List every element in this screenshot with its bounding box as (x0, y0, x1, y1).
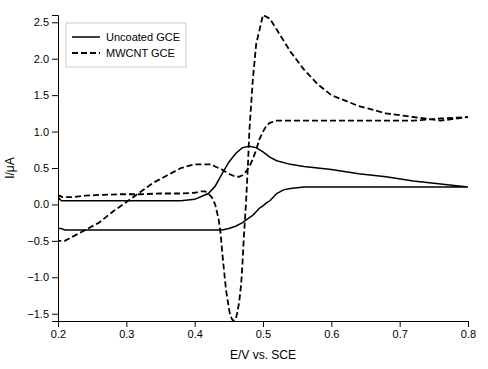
tick: 1.5 (34, 89, 58, 101)
series-line (58, 146, 468, 230)
tick-mark (52, 204, 58, 205)
legend-box (66, 23, 186, 67)
tick: 2.5 (34, 16, 58, 28)
tick-label: 0.0 (34, 198, 49, 210)
tick-mark (52, 22, 58, 23)
y-axis-title: I/μA (3, 157, 17, 179)
legend-swatch (72, 36, 100, 38)
tick-mark (52, 314, 58, 315)
x-axis: 0.2 0.3 0.4 0.5 0.6 0.7 0.8 (51, 321, 476, 340)
chart: 0.2 0.3 0.4 0.5 0.6 0.7 0.8 −1.5 −1.0 −0.5 0.0 0.5 1… (0, 0, 488, 369)
tick-label: 0.5 (34, 162, 49, 174)
tick-label: 0.8 (461, 328, 476, 340)
tick-label: −1.0 (27, 271, 49, 283)
tick: 0.0 (34, 198, 58, 210)
tick: 2.0 (34, 53, 58, 65)
tick: 0.3 (119, 321, 134, 340)
tick: 0.5 (34, 162, 58, 174)
tick: 0.6 (324, 321, 339, 340)
tick: 0.5 (256, 321, 271, 340)
tick-mark (52, 241, 58, 242)
y-axis: −1.5 −1.0 −0.5 0.0 0.5 1.0 1.5 2.0 2.5 (27, 16, 58, 322)
tick-mark (52, 95, 58, 96)
series-line (58, 15, 468, 321)
legend: Uncoated GCE MWCNT GCE (66, 23, 186, 67)
tick-mark (331, 321, 332, 327)
legend-label: Uncoated GCE (106, 31, 180, 43)
tick-mark (52, 277, 58, 278)
tick-label: 0.4 (188, 328, 203, 340)
tick: 1.0 (34, 126, 58, 138)
tick-mark (52, 59, 58, 60)
tick: −1.0 (27, 271, 58, 283)
legend-label: MWCNT GCE (106, 47, 175, 59)
lines (58, 15, 468, 321)
tick-label: 0.2 (51, 328, 66, 340)
tick-mark (52, 132, 58, 133)
axis-line (59, 322, 469, 328)
tick-label: 0.5 (256, 328, 271, 340)
tick: 0.4 (188, 321, 203, 340)
tick-mark (263, 321, 264, 327)
tick-mark (52, 168, 58, 169)
tick: 0.8 (461, 321, 476, 340)
tick-mark (400, 321, 401, 327)
legend-item: Uncoated GCE (72, 31, 180, 43)
tick: −1.5 (27, 308, 58, 320)
legend-item: MWCNT GCE (72, 47, 175, 59)
tick: −0.5 (27, 235, 58, 247)
plot: 0.2 0.3 0.4 0.5 0.6 0.7 0.8 −1.5 −1.0 −0.5 0.0 0.5 1… (3, 15, 476, 362)
tick-label: −1.5 (27, 308, 49, 320)
tick-label: 0.7 (393, 328, 408, 340)
tick-label: 0.3 (119, 328, 134, 340)
x-axis-title: E/V vs. SCE (230, 348, 296, 362)
tick-label: 1.5 (34, 89, 49, 101)
tick: 0.7 (393, 321, 408, 340)
tick-mark (195, 321, 196, 327)
legend-swatch (72, 52, 100, 54)
axis-line (52, 16, 59, 322)
tick-label: 2.0 (34, 53, 49, 65)
tick: 0.2 (51, 321, 66, 340)
tick-label: −0.5 (27, 235, 49, 247)
tick-label: 1.0 (34, 126, 49, 138)
tick-mark (468, 321, 469, 327)
tick-label: 0.6 (324, 328, 339, 340)
tick-mark (126, 321, 127, 327)
tick-label: 2.5 (34, 16, 49, 28)
